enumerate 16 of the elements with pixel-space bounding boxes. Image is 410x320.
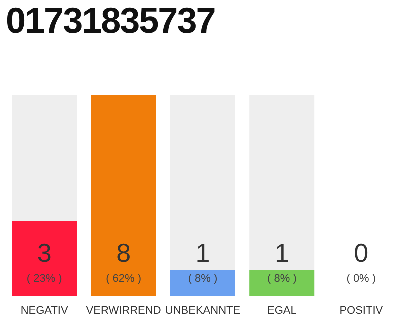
x-tick-label: EGAL [268,305,297,317]
x-tick-label: POSITIV [340,305,384,317]
data-label: ( 8% ) [188,273,218,285]
annotation: 0 [354,238,369,268]
annotation: 1 [196,238,210,268]
data-label: ( 8% ) [268,273,297,285]
annotation: 1 [274,238,290,268]
data-label: ( 62% ) [106,273,142,285]
x-tick-label: VERWIRREND [86,305,162,317]
annotation: 8 [116,238,132,268]
x-tick-label: NEGATIV [20,305,69,317]
x-tick-label: UNBEKANNTE [165,305,241,317]
data-label: ( 0% ) [346,273,376,285]
annotation: 3 [37,238,52,268]
chart-title: 01731835737 [6,0,216,42]
data-label: ( 23% ) [26,273,62,285]
